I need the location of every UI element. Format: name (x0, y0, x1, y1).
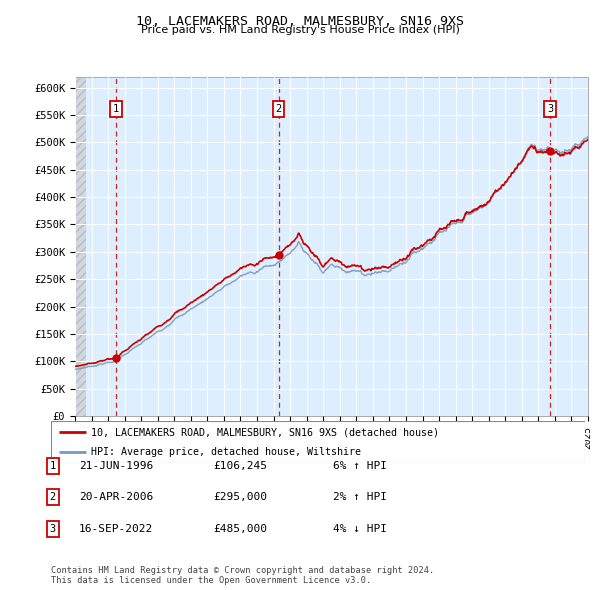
Text: 20-APR-2006: 20-APR-2006 (79, 493, 154, 502)
Text: 10, LACEMAKERS ROAD, MALMESBURY, SN16 9XS (detached house): 10, LACEMAKERS ROAD, MALMESBURY, SN16 9X… (91, 427, 439, 437)
Text: £106,245: £106,245 (213, 461, 267, 471)
Text: 16-SEP-2022: 16-SEP-2022 (79, 524, 154, 533)
Text: HPI: Average price, detached house, Wiltshire: HPI: Average price, detached house, Wilt… (91, 447, 361, 457)
Text: 1: 1 (50, 461, 56, 471)
Text: 4% ↓ HPI: 4% ↓ HPI (333, 524, 387, 533)
Text: £295,000: £295,000 (213, 493, 267, 502)
Text: 2% ↑ HPI: 2% ↑ HPI (333, 493, 387, 502)
Text: 21-JUN-1996: 21-JUN-1996 (79, 461, 154, 471)
Text: 2: 2 (50, 493, 56, 502)
Text: 1: 1 (113, 104, 119, 114)
Text: £485,000: £485,000 (213, 524, 267, 533)
Text: 10, LACEMAKERS ROAD, MALMESBURY, SN16 9XS: 10, LACEMAKERS ROAD, MALMESBURY, SN16 9X… (136, 15, 464, 28)
Text: 2: 2 (275, 104, 281, 114)
Text: Contains HM Land Registry data © Crown copyright and database right 2024.
This d: Contains HM Land Registry data © Crown c… (51, 566, 434, 585)
Text: 3: 3 (547, 104, 553, 114)
Bar (75, 77, 86, 416)
Text: 6% ↑ HPI: 6% ↑ HPI (333, 461, 387, 471)
Text: 3: 3 (50, 524, 56, 533)
Text: Price paid vs. HM Land Registry's House Price Index (HPI): Price paid vs. HM Land Registry's House … (140, 25, 460, 35)
